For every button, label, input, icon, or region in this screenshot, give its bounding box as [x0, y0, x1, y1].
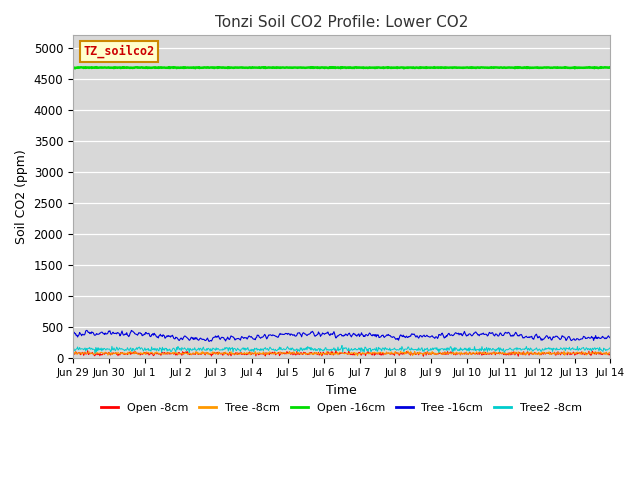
Open -8cm: [382, 350, 390, 356]
Open -8cm: [332, 347, 340, 353]
Tree -8cm: [533, 351, 541, 357]
Open -8cm: [533, 350, 541, 356]
Open -8cm: [412, 351, 420, 357]
Text: TZ_soilco2: TZ_soilco2: [84, 45, 155, 59]
X-axis label: Time: Time: [326, 384, 357, 396]
Tree2 -8cm: [397, 345, 404, 351]
Line: Tree -16cm: Tree -16cm: [73, 330, 611, 341]
Tree2 -8cm: [383, 347, 390, 352]
Tree -8cm: [69, 351, 77, 357]
Title: Tonzi Soil CO2 Profile: Lower CO2: Tonzi Soil CO2 Profile: Lower CO2: [215, 15, 468, 30]
Tree -8cm: [102, 350, 109, 356]
Tree2 -8cm: [92, 350, 99, 356]
Tree -16cm: [69, 330, 77, 336]
Tree -16cm: [383, 333, 390, 338]
Line: Tree2 -8cm: Tree2 -8cm: [73, 346, 611, 353]
Tree -8cm: [404, 348, 412, 354]
Tree -8cm: [607, 348, 614, 354]
Tree -16cm: [102, 331, 109, 337]
Open -8cm: [102, 349, 109, 355]
Tree -8cm: [413, 350, 420, 356]
Tree -16cm: [607, 335, 614, 341]
Open -16cm: [71, 65, 79, 71]
Open -8cm: [478, 352, 486, 358]
Open -16cm: [69, 65, 77, 71]
Y-axis label: Soil CO2 (ppm): Soil CO2 (ppm): [15, 149, 28, 244]
Tree -16cm: [127, 327, 135, 333]
Tree2 -8cm: [607, 346, 614, 351]
Open -8cm: [69, 351, 77, 357]
Tree2 -8cm: [338, 343, 346, 348]
Tree -16cm: [397, 332, 404, 338]
Tree -16cm: [205, 338, 213, 344]
Open -8cm: [396, 351, 404, 357]
Legend: Open -8cm, Tree -8cm, Open -16cm, Tree -16cm, Tree2 -8cm: Open -8cm, Tree -8cm, Open -16cm, Tree -…: [97, 398, 586, 417]
Line: Open -8cm: Open -8cm: [73, 350, 611, 356]
Tree2 -8cm: [69, 349, 77, 355]
Tree -16cm: [533, 333, 541, 339]
Open -8cm: [607, 350, 614, 356]
Tree2 -8cm: [102, 346, 110, 352]
Tree2 -8cm: [533, 347, 541, 352]
Tree2 -8cm: [478, 344, 486, 349]
Open -16cm: [607, 65, 614, 71]
Open -8cm: [420, 353, 428, 359]
Open -16cm: [533, 65, 541, 71]
Tree -16cm: [413, 333, 420, 339]
Tree -8cm: [478, 350, 486, 356]
Open -16cm: [478, 64, 486, 70]
Open -16cm: [430, 64, 438, 70]
Tree2 -8cm: [413, 348, 420, 353]
Open -16cm: [382, 65, 390, 71]
Open -16cm: [396, 65, 404, 71]
Tree -8cm: [396, 351, 404, 357]
Tree -8cm: [382, 351, 390, 357]
Tree -16cm: [478, 331, 486, 336]
Line: Open -16cm: Open -16cm: [73, 67, 611, 68]
Line: Tree -8cm: Tree -8cm: [73, 351, 611, 356]
Open -16cm: [412, 65, 420, 71]
Tree -8cm: [354, 353, 362, 359]
Open -16cm: [102, 65, 110, 71]
